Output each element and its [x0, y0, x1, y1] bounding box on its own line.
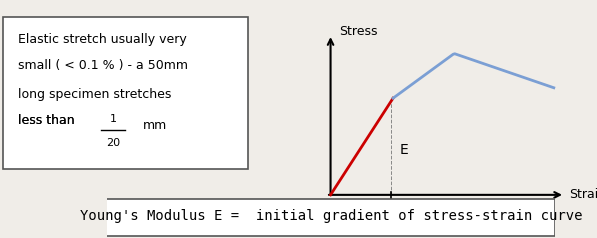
Text: 1: 1 — [387, 205, 395, 218]
Text: mm: mm — [143, 119, 168, 132]
FancyBboxPatch shape — [3, 17, 248, 169]
Text: Elastic stretch usually very: Elastic stretch usually very — [18, 33, 187, 46]
Text: 1: 1 — [110, 114, 117, 124]
Text: Strain: Strain — [570, 188, 597, 201]
FancyBboxPatch shape — [103, 199, 555, 236]
Text: E: E — [400, 143, 408, 157]
Text: Stress: Stress — [340, 25, 378, 38]
Text: less than: less than — [18, 114, 75, 127]
Text: Young's Modulus E =  initial gradient of stress-strain curve: Young's Modulus E = initial gradient of … — [80, 209, 583, 223]
Text: long specimen stretches: long specimen stretches — [18, 88, 171, 101]
Text: less than: less than — [18, 114, 75, 127]
Text: 20: 20 — [106, 138, 121, 148]
Text: small ( < 0.1 % ) - a 50mm: small ( < 0.1 % ) - a 50mm — [18, 60, 188, 73]
